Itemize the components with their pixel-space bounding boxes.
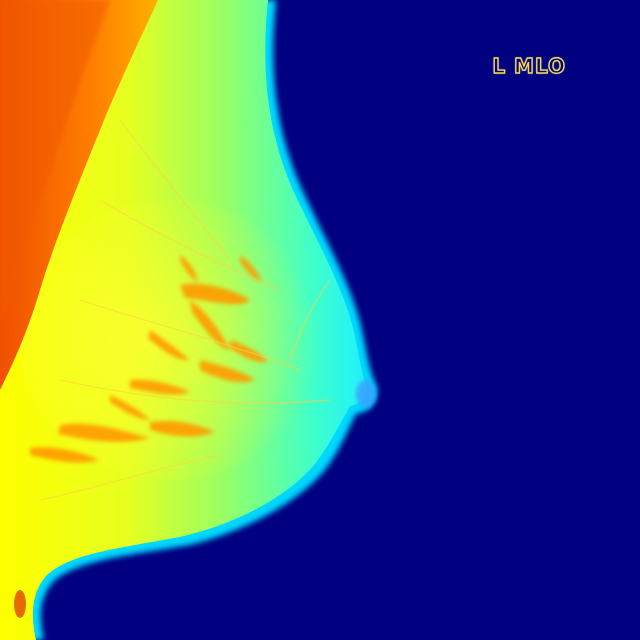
view-label: L MLO (492, 53, 566, 78)
bottom-left-artifact (14, 590, 26, 618)
nipple-region (356, 380, 376, 408)
fibroglandular-strands (30, 255, 268, 463)
vessel-lines (39, 119, 331, 501)
dense-tissue-glow (20, 200, 320, 480)
pectoral-muscle-core (0, 0, 110, 330)
